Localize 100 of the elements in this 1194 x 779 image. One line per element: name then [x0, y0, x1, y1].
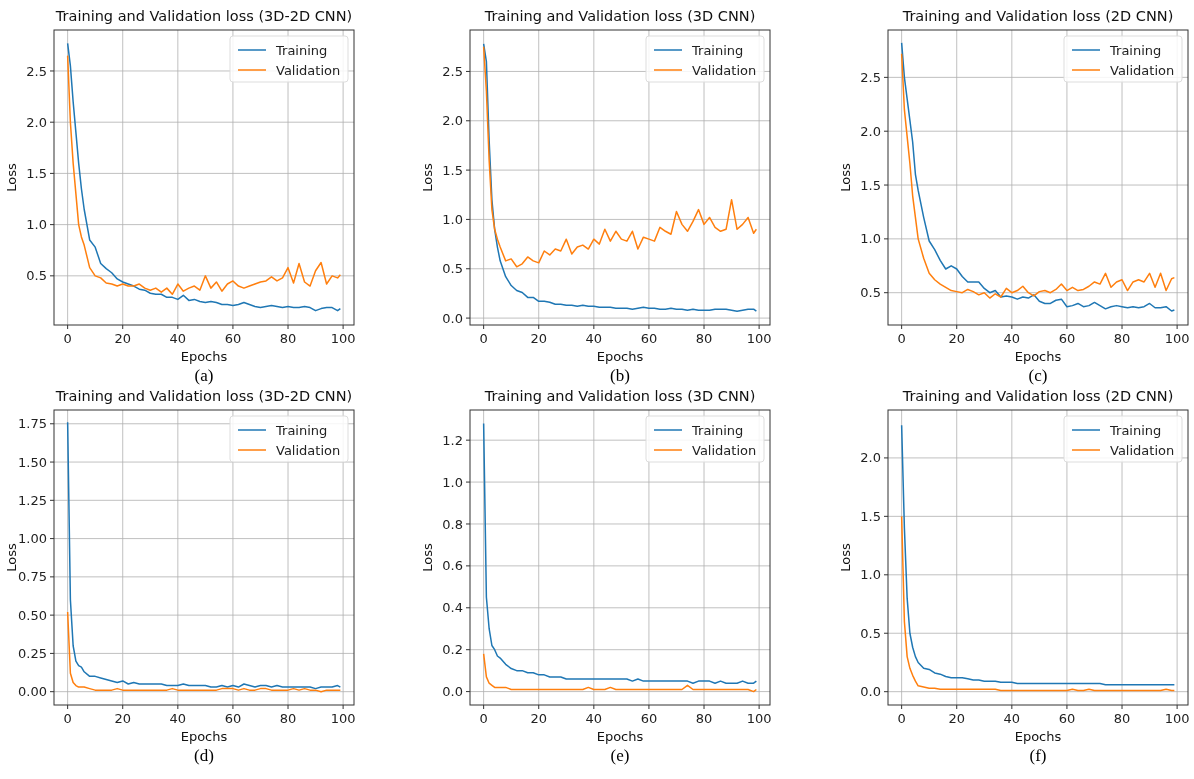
legend-label: Validation [1110, 442, 1175, 458]
x-tick-label: 0 [63, 331, 72, 346]
y-tick-label: 0.50 [18, 607, 47, 623]
y-tick-label: 1.50 [18, 454, 47, 470]
y-tick-label: 1.75 [18, 416, 47, 432]
x-tick-label: 80 [279, 711, 297, 726]
x-tick-label: 100 [746, 711, 772, 726]
x-tick-label: 20 [948, 711, 966, 726]
x-tick-label: 60 [640, 331, 658, 346]
y-tick-label: 2.5 [26, 63, 47, 79]
y-tick-label: 2.5 [860, 69, 881, 85]
y-tick-label: 0.75 [18, 569, 47, 585]
y-tick-label: 0.8 [442, 516, 463, 532]
y-tick-label: 1.0 [442, 474, 463, 490]
x-tick-label: 20 [114, 331, 132, 346]
x-tick-label: 100 [1164, 331, 1190, 346]
line-series [482, 422, 758, 684]
line-series [66, 611, 342, 693]
y-tick-label: 0.0 [860, 684, 881, 700]
x-tick-label: 80 [695, 711, 713, 726]
line-series [900, 424, 1176, 686]
x-axis-title: Epochs [180, 349, 228, 364]
chart-title: Training and Validation loss (3D-2D CNN) [54, 388, 353, 404]
x-tick-label: 0 [897, 331, 906, 346]
legend-label: Validation [276, 62, 341, 78]
text: (b) [610, 366, 630, 385]
y-tick-label: 2.5 [442, 63, 463, 79]
y-tick-label: 1.2 [442, 432, 463, 448]
line-series [482, 653, 758, 693]
x-axis-title: Epochs [180, 729, 228, 744]
y-tick-label: 1.0 [26, 217, 47, 233]
x-tick-label: 80 [1113, 331, 1131, 346]
line-series [66, 421, 342, 690]
x-tick-label: 20 [530, 331, 548, 346]
legend-label: Training [1109, 422, 1162, 438]
line-series [482, 46, 758, 268]
x-tick-label: 100 [746, 331, 772, 346]
x-tick-label: 80 [279, 331, 297, 346]
y-tick-label: 1.0 [860, 231, 881, 247]
y-tick-label: 0.4 [442, 600, 463, 616]
y-tick-label: 2.0 [442, 113, 463, 129]
legend-label: Training [275, 422, 328, 438]
y-tick-label: 1.5 [442, 162, 463, 178]
y-tick-label: 2.0 [860, 450, 881, 466]
y-tick-label: 0.2 [442, 642, 463, 658]
y-tick-label: 1.5 [860, 177, 881, 193]
y-tick-label: 1.0 [442, 211, 463, 227]
y-axis-title: Loss [420, 163, 435, 192]
legend-label: Validation [1110, 62, 1175, 78]
y-axis-title: Loss [4, 163, 19, 192]
x-axis-title: Epochs [596, 729, 644, 744]
y-tick-label: 1.5 [26, 165, 47, 181]
x-tick-label: 0 [479, 711, 488, 726]
x-tick-label: 0 [479, 331, 488, 346]
y-tick-label: 0.0 [442, 684, 463, 700]
legend-label: Validation [692, 442, 757, 458]
x-axis-title: Epochs [1014, 349, 1062, 364]
x-tick-label: 20 [530, 711, 548, 726]
chart-title: Training and Validation loss (2D CNN) [901, 388, 1174, 404]
line-series [482, 43, 758, 312]
y-axis-title: Loss [838, 163, 853, 192]
x-tick-label: 100 [330, 331, 356, 346]
y-tick-label: 1.00 [18, 531, 47, 547]
text: (a) [194, 366, 214, 385]
legend-label: Training [275, 42, 328, 58]
x-tick-label: 80 [1113, 711, 1131, 726]
y-tick-label: 2.0 [860, 123, 881, 139]
chart-title: Training and Validation loss (3D CNN) [483, 8, 756, 24]
chart-title: Training and Validation loss (3D-2D CNN) [54, 8, 353, 24]
x-tick-label: 40 [169, 331, 187, 346]
y-tick-label: 0.5 [442, 261, 463, 277]
x-tick-label: 40 [1003, 331, 1021, 346]
x-tick-label: 40 [1003, 711, 1021, 726]
x-tick-label: 40 [585, 331, 603, 346]
y-tick-label: 0.5 [860, 285, 881, 301]
y-tick-label: 0.5 [26, 268, 47, 284]
x-tick-label: 20 [948, 331, 966, 346]
legend-label: Validation [276, 442, 341, 458]
legend-label: Training [691, 422, 744, 438]
x-tick-label: 80 [695, 331, 713, 346]
x-tick-label: 60 [640, 711, 658, 726]
y-tick-label: 0.25 [18, 645, 47, 661]
text: (e) [610, 746, 630, 765]
text: (d) [194, 746, 214, 765]
x-tick-label: 0 [63, 711, 72, 726]
x-tick-label: 100 [330, 711, 356, 726]
y-axis-title: Loss [420, 543, 435, 572]
y-tick-label: 1.0 [860, 567, 881, 583]
y-tick-label: 1.5 [860, 508, 881, 524]
text: (c) [1028, 366, 1048, 385]
x-tick-label: 40 [585, 711, 603, 726]
legend-label: Training [1109, 42, 1162, 58]
x-tick-label: 60 [224, 331, 242, 346]
x-tick-label: 0 [897, 711, 906, 726]
x-tick-label: 100 [1164, 711, 1190, 726]
line-series [900, 515, 1176, 692]
x-tick-label: 60 [1058, 711, 1076, 726]
y-tick-label: 0.0 [442, 310, 463, 326]
x-tick-label: 20 [114, 711, 132, 726]
text: (f) [1029, 746, 1047, 765]
